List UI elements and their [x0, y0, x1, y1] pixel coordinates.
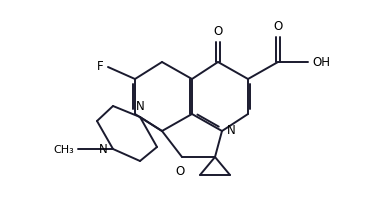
Text: N: N: [136, 99, 144, 112]
Text: O: O: [176, 164, 185, 177]
Text: N: N: [99, 143, 108, 156]
Text: CH₃: CH₃: [53, 144, 74, 154]
Text: OH: OH: [312, 56, 330, 69]
Text: O: O: [213, 25, 223, 38]
Text: O: O: [273, 20, 283, 33]
Text: N: N: [227, 124, 236, 137]
Text: F: F: [98, 60, 104, 73]
